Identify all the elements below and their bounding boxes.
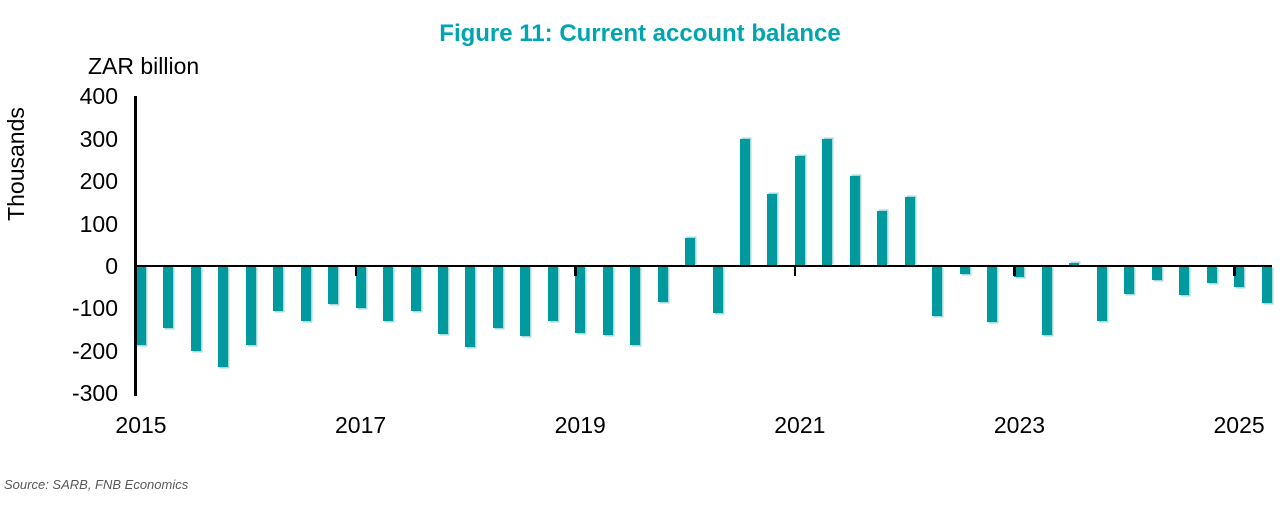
x-axis-zero-line	[134, 264, 1272, 268]
y-tick-label: 400	[79, 83, 118, 110]
bar-2022Q3	[959, 266, 970, 275]
x-tick-label-2015: 2015	[115, 412, 167, 438]
bar-2019Q2	[602, 266, 613, 335]
bar-2025Q2	[1261, 266, 1272, 304]
bar-2017Q2	[383, 266, 394, 322]
bar-2020Q1	[685, 238, 696, 266]
bar-2015Q1	[136, 266, 146, 345]
y-axis-unit-label: ZAR billion	[88, 53, 200, 79]
x-axis-tick-2021	[793, 266, 797, 276]
bar-2018Q1	[465, 266, 476, 347]
y-axis-line	[134, 96, 137, 396]
bar-2015Q3	[190, 266, 201, 351]
bar-2022Q4	[987, 266, 998, 323]
x-axis-tick-2023	[1013, 266, 1016, 276]
bar-2024Q1	[1124, 266, 1135, 295]
bar-2020Q3	[739, 138, 750, 266]
bar-2017Q3	[410, 266, 421, 311]
x-tick-label-2017: 2017	[335, 412, 387, 438]
x-tick-label-2023: 2023	[993, 412, 1046, 438]
bar-2017Q4	[437, 266, 448, 334]
bar-2022Q2	[932, 266, 943, 316]
bar-2015Q2	[163, 266, 174, 328]
y-tick-label: -200	[71, 337, 118, 364]
bar-2019Q4	[657, 266, 668, 303]
bar-2016Q4	[328, 266, 339, 305]
bar-2018Q4	[547, 266, 558, 322]
x-tick-label-2019: 2019	[554, 412, 606, 438]
bar-2016Q2	[273, 266, 284, 311]
bar-2021Q1	[794, 156, 805, 266]
bar-2021Q3	[849, 175, 860, 266]
y-tick-label: -100	[71, 295, 118, 322]
bar-2017Q1	[355, 266, 366, 309]
bar-2022Q1	[904, 197, 915, 266]
bar-2023Q1	[1014, 266, 1025, 278]
bar-2024Q4	[1206, 266, 1217, 283]
y-tick-label: 200	[79, 168, 118, 195]
x-tick-label-2025: 2025	[1213, 412, 1265, 438]
y-axis-rotated-label: Thousands	[3, 107, 29, 221]
x-axis-tick-2019	[574, 266, 577, 276]
bar-2020Q4	[767, 193, 778, 266]
bar-2019Q1	[575, 266, 586, 334]
bar-2023Q4	[1096, 266, 1107, 322]
bar-2018Q2	[492, 266, 503, 328]
y-tick-label: -300	[71, 380, 118, 407]
bar-2024Q2	[1151, 266, 1162, 281]
bar-2015Q4	[218, 266, 229, 368]
x-tick-label-2021: 2021	[774, 412, 826, 438]
y-tick-label: 300	[79, 125, 118, 152]
bar-2019Q3	[630, 266, 641, 345]
chart-title: Figure 11: Current account balance	[439, 20, 841, 47]
bar-2023Q3	[1069, 262, 1080, 266]
x-axis-tick-2017	[354, 266, 358, 276]
bar-2023Q2	[1041, 266, 1052, 336]
bar-2021Q4	[877, 210, 888, 266]
bar-2018Q3	[520, 266, 531, 337]
bar-2016Q3	[300, 266, 311, 322]
bar-2024Q3	[1179, 266, 1190, 295]
y-tick-label: 100	[79, 210, 118, 237]
y-tick-label: 0	[105, 253, 118, 279]
bar-2025Q1	[1234, 266, 1245, 288]
bar-2020Q2	[712, 266, 723, 313]
bar-2016Q1	[245, 266, 256, 345]
source-note: Source: SARB, FNB Economics	[4, 477, 189, 492]
x-axis-tick-2025	[1233, 266, 1236, 276]
bar-2021Q2	[822, 138, 833, 266]
